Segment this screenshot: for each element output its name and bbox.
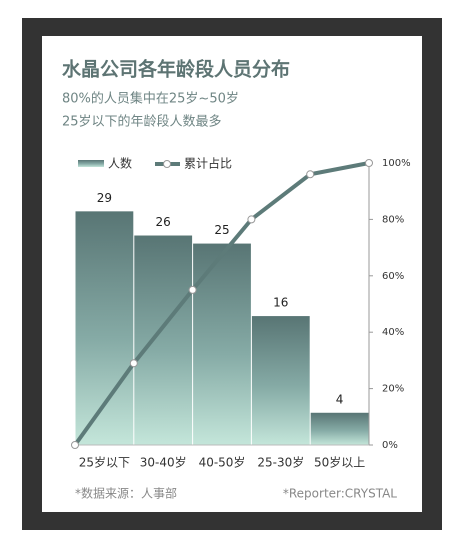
bar (193, 243, 251, 445)
cumulative-marker (247, 215, 256, 224)
cumulative-marker (188, 285, 197, 294)
subtitle: 80%的人员集中在25岁~50岁 (62, 91, 239, 107)
x-tick-label: 50岁以上 (314, 455, 365, 470)
bar (75, 211, 134, 445)
reporter: *Reporter:CRYSTAL (283, 487, 397, 501)
value-label: 26 (156, 215, 171, 229)
value-label: 29 (97, 191, 112, 205)
legend-swatch (78, 160, 104, 167)
cumulative-line (73, 161, 370, 447)
bar (251, 316, 310, 445)
y2-tick-label: 80% (382, 214, 404, 225)
x-tick-label: 25岁以下 (79, 455, 130, 470)
value-label: 4 (336, 392, 344, 406)
legend-label: 人数 (108, 156, 132, 171)
y2-tick-label: 0% (382, 440, 398, 451)
value-label: 25 (214, 223, 229, 237)
bar (310, 412, 369, 445)
x-tick-label: 40-50岁 (199, 455, 246, 470)
y2-tick-label: 100% (382, 158, 411, 169)
subtitle: 25岁以下的年龄段人数最多 (62, 114, 222, 130)
y2-tick-label: 40% (382, 327, 404, 338)
x-tick-label: 30-40岁 (140, 455, 187, 470)
legend-label: 累计占比 (184, 156, 232, 171)
origin-marker (71, 441, 79, 449)
bar (134, 235, 193, 445)
cumulative-marker (306, 170, 315, 179)
chart-title: 水晶公司各年龄段人员分布 (62, 58, 290, 81)
cumulative-marker (129, 359, 138, 368)
cumulative-marker (365, 159, 373, 167)
source: *数据来源：人事部 (75, 486, 177, 501)
value-label: 16 (273, 296, 288, 310)
x-tick-label: 25-30岁 (257, 455, 304, 470)
y2-tick-label: 20% (382, 384, 404, 395)
legend-marker (163, 160, 171, 168)
y2-tick-label: 60% (382, 271, 404, 282)
